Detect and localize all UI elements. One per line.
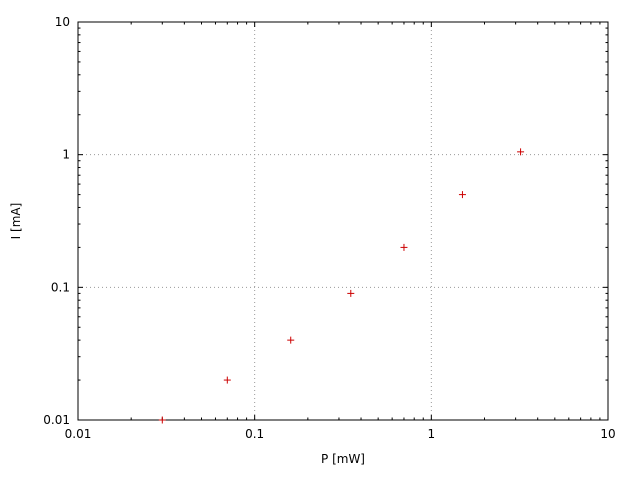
data-point-marker [223, 376, 231, 384]
data-point-marker [400, 243, 408, 251]
y-tick-label: 0.01 [43, 413, 70, 427]
y-tick-label: 1 [62, 148, 70, 162]
plot-border-rect [77, 21, 609, 421]
x-tick-label: 1 [428, 427, 436, 441]
data-points [158, 148, 525, 424]
x-tick-label: 0.01 [65, 427, 92, 441]
x-tick-label: 10 [600, 427, 615, 441]
data-point-marker [158, 416, 166, 424]
data-point-marker [517, 148, 525, 156]
y-tick-label: 10 [55, 15, 70, 29]
x-axis-label: P [mW] [321, 452, 365, 466]
data-point-marker [287, 336, 295, 344]
y-tick-label: 0.1 [51, 280, 70, 294]
x-tick-label: 0.1 [245, 427, 264, 441]
axis-ticks [77, 21, 609, 421]
plot-border [77, 21, 609, 421]
y-axis-label: I [mA] [9, 203, 23, 240]
data-point-marker [347, 289, 355, 297]
grid-lines [78, 22, 608, 420]
tick-labels: 0.01 0.1 1 10 0.01 0.1 1 10 [43, 15, 615, 441]
data-point-marker [458, 191, 466, 199]
